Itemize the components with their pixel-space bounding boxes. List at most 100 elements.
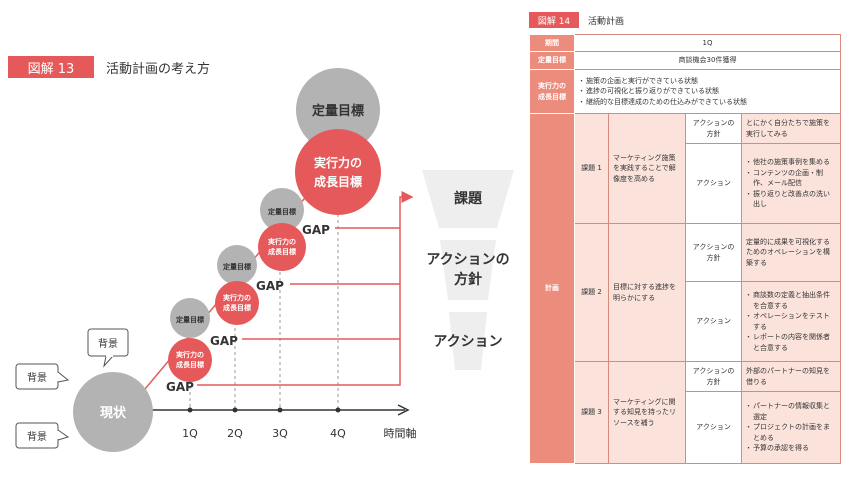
activity-plan-table: 期間 1Q 定量目標 商談機会30件獲得 実行力の 成長目標 施策の企画と実行が… bbox=[529, 34, 842, 464]
tick-dot-3q bbox=[277, 407, 283, 413]
quant-goal-circle-3q bbox=[260, 188, 304, 232]
issue3-action-row: アクション パートナーの情報収集と選定 プロジェクトの計画をまとめる 予算の承認… bbox=[530, 391, 842, 464]
tick-dot-2q bbox=[232, 407, 238, 413]
issue3-policy-label: アクションの方針 bbox=[685, 361, 742, 392]
issue1-policy-row: 計画 課題 1 マーケティング施策を実践することで解像度を高める アクションの方… bbox=[529, 113, 842, 464]
background-callout-1: 背景 bbox=[87, 328, 129, 368]
funnel-label-issue: 課題 bbox=[454, 190, 483, 207]
tick-label-4q: 4Q bbox=[330, 427, 346, 440]
axis-label: 時間軸 bbox=[384, 426, 417, 440]
issue3-actions: パートナーの情報収集と選定 プロジェクトの計画をまとめる 予算の承認を得る bbox=[740, 391, 842, 464]
action-item: コンテンツの企画・制作、メール配信 bbox=[745, 168, 836, 189]
svg-text:背景: 背景 bbox=[98, 337, 118, 350]
quant-goal-circle-4q bbox=[296, 68, 380, 152]
background-callout-2: 背景 bbox=[15, 363, 70, 390]
issue2-action-label: アクション bbox=[685, 281, 742, 362]
figure13-diagram: 1Q 2Q 3Q 4Q 時間軸 GAP GAP GAP GAP 現状 背景 背景… bbox=[15, 68, 514, 452]
row-growth: 実行力の 成長目標 施策の企画と実行ができている状態 進捗の可視化と振り返りがで… bbox=[529, 69, 842, 114]
issue1-action-row: アクション 他社の施策事例を集める コンテンツの企画・制作、メール配信 振り返り… bbox=[530, 143, 842, 224]
growth-goal-label-3q-a: 実行力の bbox=[268, 237, 296, 246]
issue1-name: 課題 1 bbox=[574, 113, 609, 224]
action-item: 予算の承認を得る bbox=[745, 443, 836, 454]
growth-goal-items: 施策の企画と実行ができている状態 進捗の可視化と振り返りができている状態 継続的… bbox=[573, 69, 842, 114]
issue1-policy: とにかく自分たちで施策を実行してみる bbox=[740, 113, 842, 144]
current-state-circle bbox=[73, 372, 153, 452]
quant-goal-circle-1q bbox=[170, 298, 210, 338]
growth-goal-label-1q-b: 成長目標 bbox=[176, 360, 204, 369]
tick-dot-1q bbox=[187, 407, 193, 413]
period-value: 1Q bbox=[573, 34, 842, 52]
svg-text:背景: 背景 bbox=[27, 371, 47, 384]
tick-label-2q: 2Q bbox=[227, 427, 243, 440]
funnel-top bbox=[422, 170, 514, 228]
period-label: 期間 bbox=[529, 34, 575, 52]
issue2-policy-row: 課題 2 目標に対する進捗を明らかにする アクションの方針 定量的に成果を可視化… bbox=[530, 223, 842, 362]
tick-label-1q: 1Q bbox=[182, 427, 198, 440]
quant-goal-value: 商談機会30件獲得 bbox=[573, 51, 842, 70]
quant-goal-label-4q: 定量目標 bbox=[311, 103, 364, 119]
growth-goal-item: 進捗の可視化と振り返りができている状態 bbox=[578, 86, 836, 97]
growth-goal-circle-1q bbox=[168, 338, 212, 382]
issue3-policy: 外部のパートナーの知見を借りる bbox=[740, 361, 842, 392]
current-state-label: 現状 bbox=[100, 405, 127, 421]
growth-goal-label-4q-a: 実行力の bbox=[314, 155, 362, 170]
issue1-action-label: アクション bbox=[685, 143, 742, 224]
svg-text:背景: 背景 bbox=[27, 430, 47, 443]
quant-goal-label: 定量目標 bbox=[529, 51, 575, 70]
quant-goal-circle-2q bbox=[217, 245, 257, 285]
issue2-desc: 目標に対する進捗を明らかにする bbox=[608, 223, 686, 362]
gap-label-4: GAP bbox=[302, 223, 330, 237]
tick-label-3q: 3Q bbox=[272, 427, 288, 440]
issue3-policy-row: 課題 3 マーケティングに関する知見を持ったリソースを補う アクションの方針 外… bbox=[530, 361, 842, 464]
action-item: レポートの内容を関係者と合意する bbox=[745, 332, 836, 353]
issue2-policy: 定量的に成果を可視化するためのオペレーションを構築する bbox=[740, 223, 842, 282]
growth-goal-circle-3q bbox=[258, 223, 306, 271]
funnel-label-policy-a: アクションの bbox=[426, 252, 509, 268]
issue2-name: 課題 2 bbox=[574, 223, 609, 362]
growth-goal-label-4q-b: 成長目標 bbox=[314, 174, 362, 189]
row-period: 期間 1Q bbox=[529, 34, 842, 52]
growth-goal-label-2q-b: 成長目標 bbox=[223, 303, 251, 312]
action-item: パートナーの情報収集と選定 bbox=[745, 401, 836, 422]
issue3-desc: マーケティングに関する知見を持ったリソースを補う bbox=[608, 361, 686, 464]
growth-goal-item: 継続的な目標達成のための仕込みができている状態 bbox=[578, 97, 836, 108]
growth-goal-circle-2q bbox=[215, 281, 259, 325]
issue2-policy-label: アクションの方針 bbox=[685, 223, 742, 282]
gap-label-3: GAP bbox=[256, 279, 284, 293]
plan-label: 計画 bbox=[529, 113, 575, 464]
quant-goal-label-1q: 定量目標 bbox=[176, 315, 204, 324]
growth-goal-circle-4q bbox=[295, 129, 381, 215]
figure14-title: 活動計画 bbox=[588, 17, 625, 27]
gap-arrow-1 bbox=[197, 191, 414, 386]
time-axis-arrow-icon bbox=[397, 404, 410, 416]
growth-goal-label: 実行力の 成長目標 bbox=[529, 69, 575, 114]
funnel-middle bbox=[440, 240, 496, 300]
action-item: 他社の施策事例を集める bbox=[745, 157, 836, 168]
tick-dot-4q bbox=[335, 407, 341, 413]
action-item: プロジェクトの計画をまとめる bbox=[745, 422, 836, 443]
funnel-label-action: アクション bbox=[433, 334, 502, 350]
gap-label-2: GAP bbox=[210, 334, 238, 348]
issue2-actions: 商談数の定義と抽出条件を合意する オペレーションをテストする レポートの内容を関… bbox=[740, 281, 842, 362]
background-callout-3: 背景 bbox=[15, 422, 70, 449]
funnel-bottom bbox=[449, 312, 487, 370]
figure14-badge: 図解 14 bbox=[529, 12, 579, 28]
quant-goal-label-3q: 定量目標 bbox=[268, 207, 296, 216]
row-quant: 定量目標 商談機会30件獲得 bbox=[529, 51, 842, 70]
growth-goal-label-2q-a: 実行力の bbox=[223, 293, 251, 302]
funnel-label-policy-b: 方針 bbox=[454, 271, 482, 288]
issue1-actions: 他社の施策事例を集める コンテンツの企画・制作、メール配信 振り返りと改善点の洗… bbox=[740, 143, 842, 224]
issue1-policy-label: アクションの方針 bbox=[685, 113, 742, 144]
issue3-action-label: アクション bbox=[685, 391, 742, 464]
action-item: 商談数の定義と抽出条件を合意する bbox=[745, 290, 836, 311]
issue3-name: 課題 3 bbox=[574, 361, 609, 464]
issue1-desc: マーケティング施策を実践することで解像度を高める bbox=[608, 113, 686, 224]
action-item: オペレーションをテストする bbox=[745, 311, 836, 332]
growth-goal-item: 施策の企画と実行ができている状態 bbox=[578, 76, 836, 87]
growth-goal-label-3q-b: 成長目標 bbox=[268, 247, 296, 256]
action-item: 振り返りと改善点の洗い出し bbox=[745, 189, 836, 210]
growth-goal-label-1q-a: 実行力の bbox=[176, 350, 204, 359]
quant-goal-label-2q: 定量目標 bbox=[223, 262, 251, 271]
figure13-title: 活動計画の考え方 bbox=[106, 62, 211, 77]
gap-label-1: GAP bbox=[166, 380, 194, 394]
